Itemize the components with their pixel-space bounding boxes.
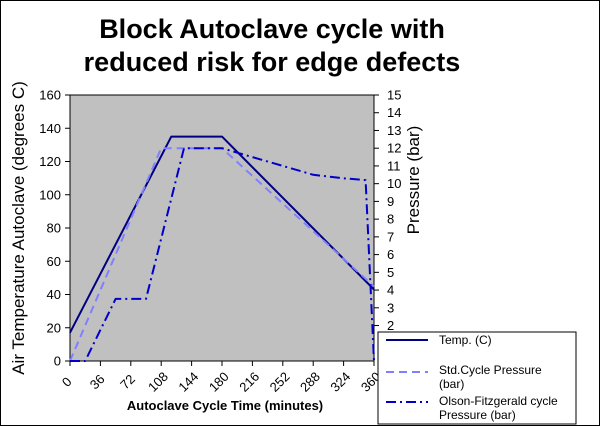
y2-tick-label-8: 10: [387, 176, 401, 191]
y2-tick-label-3: 5: [387, 265, 394, 280]
x-tick-label-6: 216: [236, 369, 262, 395]
x-tick-label-0: 0: [59, 374, 75, 390]
y2-tick-label-0: 2: [387, 318, 394, 333]
y-axis-label: Air Temperature Autoclave (degrees C): [9, 81, 28, 375]
y2-axis-label: Pressure (bar): [404, 126, 423, 235]
x-axis-label: Autoclave Cycle Time (minutes): [127, 398, 323, 413]
x-tick-label-7: 252: [267, 369, 293, 395]
series-line-1: [69, 147, 375, 362]
x-tick-label-9: 324: [327, 369, 353, 395]
legend: Temp. (C) Std.Cycle Pressure (bar) Olson…: [377, 331, 577, 425]
legend-label-std-pressure-line-1: Std.Cycle Pressure: [439, 363, 542, 377]
x-tick-label-4: 144: [175, 369, 201, 395]
chart-title-line-2: reduced risk for edge defects: [84, 47, 461, 77]
y-tick-label-4: 80: [47, 221, 61, 236]
plot-area: [69, 94, 375, 362]
y2-tick-label-2: 4: [387, 283, 394, 298]
y-tick-label-7: 140: [39, 121, 61, 136]
y-tick-label-0: 0: [54, 354, 61, 369]
x-tick-label-2: 72: [117, 371, 138, 392]
y-tick-label-1: 20: [47, 320, 61, 335]
legend-label-olson-pressure-line-1: Olson-Fitzgerald cycle: [439, 394, 558, 408]
y2-tick-label-12: 14: [387, 105, 401, 120]
y2-tick-label-1: 3: [387, 300, 394, 315]
y2-tick-label-7: 9: [387, 194, 394, 209]
y2-tick-label-11: 13: [387, 123, 401, 138]
legend-label-olson-pressure-line-2: Pressure (bar): [439, 408, 516, 422]
legend-label-std-pressure-line-2: (bar): [439, 377, 464, 391]
y-tick-label-6: 120: [39, 154, 61, 169]
x-tick-label-5: 180: [206, 369, 232, 395]
series-line-2: [70, 147, 375, 362]
y2-tick-label-10: 12: [387, 141, 401, 156]
x-tick-label-8: 288: [297, 369, 323, 395]
x-tick-label-3: 108: [145, 369, 171, 395]
y2-tick-label-13: 15: [387, 88, 401, 103]
series-line-0: [69, 135, 375, 334]
legend-box: [377, 331, 577, 425]
y-tick-label-8: 160: [39, 88, 61, 103]
chart-title-line-1: Block Autoclave cycle with: [99, 14, 445, 44]
x-tick-label-1: 36: [87, 371, 108, 392]
legend-label-temp: Temp. (C): [439, 333, 492, 347]
y-tick-label-5: 100: [39, 187, 61, 202]
y-tick-label-3: 60: [47, 254, 61, 269]
y-tick-label-2: 40: [47, 287, 61, 302]
y2-tick-label-5: 7: [387, 229, 394, 244]
y2-tick-label-9: 11: [387, 158, 401, 173]
y2-tick-label-4: 6: [387, 247, 394, 262]
y2-tick-label-6: 8: [387, 212, 394, 227]
